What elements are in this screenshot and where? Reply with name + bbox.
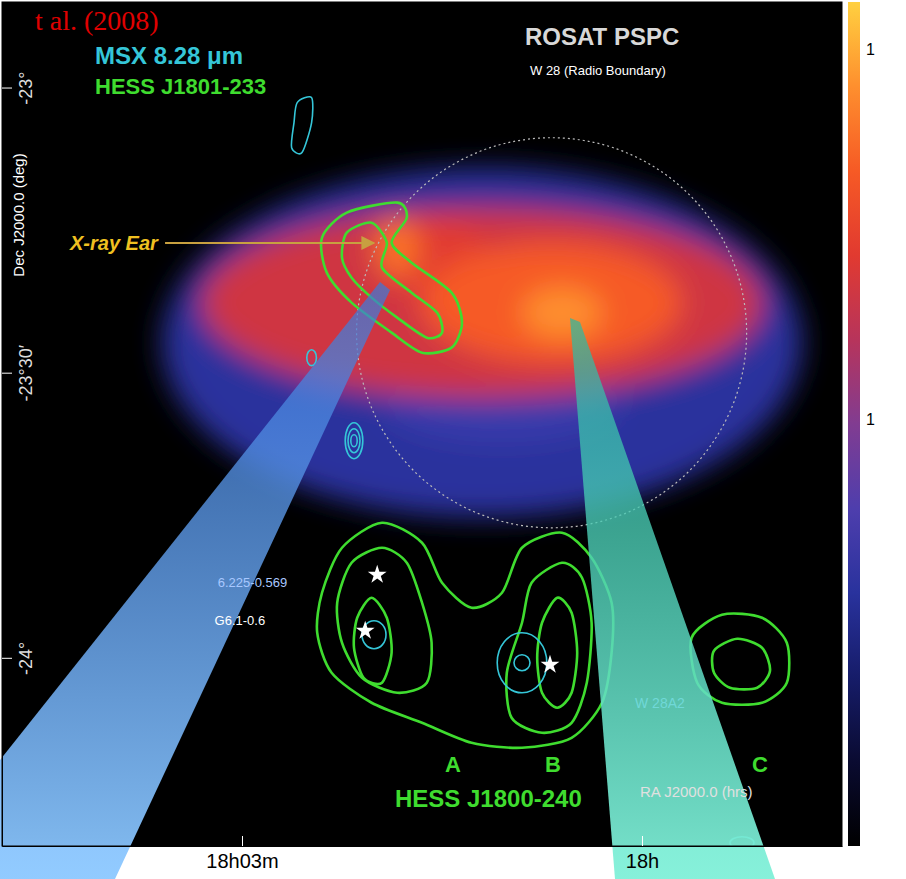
contour-ellipse (307, 350, 317, 366)
peak-star (356, 621, 375, 639)
colorbar-label: 1 (866, 41, 875, 58)
y-tick-mark (2, 373, 12, 374)
y-tick: -23°30′ (2, 344, 36, 401)
peak-star (541, 655, 560, 673)
colorbar-label: 1 (866, 411, 875, 428)
y-tick-label: -24° (16, 642, 36, 675)
msx-label: MSX 8.28 μm (95, 42, 243, 69)
y-tick: -23° (2, 71, 36, 104)
contour (291, 97, 312, 154)
hess-north-label: HESS J1801-233 (95, 74, 266, 99)
contour (712, 639, 770, 690)
plot-frame (2, 2, 842, 846)
hess-south-label: HESS J1800-240 (395, 785, 582, 812)
region-label: A (445, 752, 461, 777)
colorbar (848, 2, 860, 846)
contour-ellipse (348, 429, 360, 453)
region-label: B (545, 752, 561, 777)
ear-arrow (165, 242, 374, 244)
y-axis-line (2, 3, 3, 847)
y-tick-label: -23°30′ (16, 344, 36, 401)
citation: t al. (2008) (35, 5, 159, 36)
figure: 18h03m 18h -23° -23°30′ -24° t al. (2008) MSX … (0, 0, 906, 879)
y-tick-mark (2, 88, 12, 89)
source-label: G6.1-0.6 (215, 613, 266, 628)
x-axis: 18h03m 18h (3, 836, 843, 872)
y-tick-label: -23° (16, 71, 36, 104)
contour (537, 598, 577, 708)
x-tick: 18h (626, 836, 659, 872)
rosat-label: ROSAT PSPC (525, 23, 679, 50)
radio-boundary-label: W 28 (Radio Boundary) (530, 63, 666, 78)
y-tick: -24° (2, 642, 36, 675)
x-tick-mark (242, 836, 243, 846)
x-tick-label: 18h (626, 850, 659, 872)
xray-blob (522, 288, 602, 338)
y-axis-title: Dec J2000.0 (deg) (10, 153, 27, 276)
xray-blob (202, 208, 762, 398)
contour (354, 598, 392, 684)
contour-ellipse (514, 655, 530, 671)
x-tick-mark (642, 836, 643, 846)
contour (337, 548, 432, 693)
region-label: C (752, 752, 768, 777)
contour-ellipse (497, 633, 547, 693)
ear-label: X-ray Ear (69, 232, 159, 254)
x-axis-title: RA J2000.0 (hrs) (640, 783, 753, 800)
y-tick-mark (2, 658, 12, 659)
y-axis: -23° -23°30′ -24° (2, 3, 36, 847)
xray-blob (422, 243, 682, 363)
x-tick-label: 18h03m (206, 850, 278, 872)
contour-ellipse (351, 435, 357, 447)
peak-star (368, 565, 387, 583)
x-axis-line (3, 846, 843, 847)
callout-wedge (570, 318, 775, 879)
x-tick: 18h03m (206, 836, 278, 872)
w28a2-label: W 28A2 (635, 695, 685, 711)
callout-wedge (0, 282, 390, 879)
contour (506, 563, 591, 733)
radio-boundary (357, 138, 747, 528)
contour-ellipse (345, 423, 363, 459)
contour (317, 523, 613, 748)
source-label: 6.225-0.569 (218, 575, 287, 590)
